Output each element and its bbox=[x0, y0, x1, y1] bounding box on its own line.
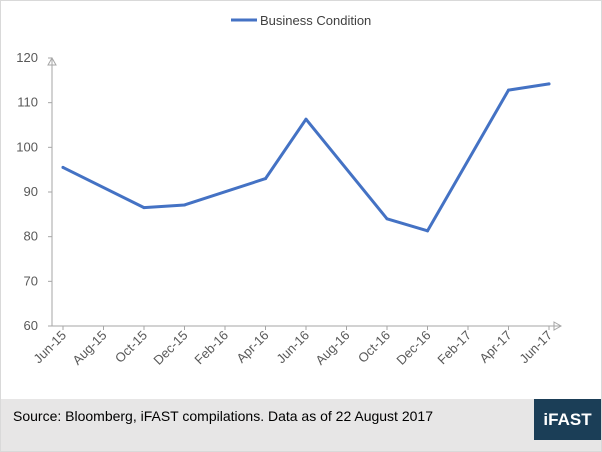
data-point bbox=[507, 88, 510, 92]
source-note: Source: Bloomberg, iFAST compilations. D… bbox=[13, 408, 433, 424]
y-tick-label: 100 bbox=[16, 139, 38, 154]
x-tick-label: Aug-15 bbox=[69, 328, 109, 368]
data-point bbox=[426, 229, 429, 233]
x-tick-label: Dec-16 bbox=[393, 328, 433, 368]
data-point bbox=[304, 117, 308, 121]
data-point bbox=[61, 165, 65, 169]
x-tick-label: Jun-17 bbox=[516, 328, 555, 367]
x-tick-label: Jun-15 bbox=[30, 328, 69, 367]
x-axis-arrow bbox=[553, 321, 563, 331]
y-tick-label: 60 bbox=[24, 318, 38, 333]
x-tick-label: Oct-16 bbox=[355, 328, 393, 366]
x-tick-label: Apr-17 bbox=[476, 328, 514, 366]
series-line bbox=[61, 82, 551, 233]
y-tick-label: 110 bbox=[17, 95, 38, 110]
data-point bbox=[264, 177, 267, 181]
y-tick-label: 90 bbox=[24, 184, 38, 199]
line-chart: Business Condition 60 70 80 90 100 110 120 Jun… bbox=[16, 13, 563, 368]
source-footer: Source: Bloomberg, iFAST compilations. D… bbox=[1, 399, 601, 451]
chart-legend: Business Condition bbox=[231, 13, 371, 28]
x-tick-label: Oct-15 bbox=[112, 328, 150, 366]
y-tick-label: 120 bbox=[16, 50, 38, 65]
data-point bbox=[142, 206, 146, 210]
x-tick-label: Feb-17 bbox=[434, 328, 474, 368]
logo-text: iFAST bbox=[543, 409, 592, 429]
x-tick-label: Dec-15 bbox=[150, 328, 190, 368]
data-point bbox=[183, 203, 186, 207]
x-tick-label: Feb-16 bbox=[191, 328, 231, 368]
legend-label: Business Condition bbox=[260, 13, 371, 28]
x-tick-label: Aug-16 bbox=[312, 328, 352, 368]
y-tick-label: 70 bbox=[24, 273, 38, 288]
x-axis-ticks: Jun-15 Aug-15 Oct-15 Dec-15 Feb-16 Apr-16 Jun-… bbox=[30, 326, 555, 368]
y-tick-label: 80 bbox=[24, 229, 38, 244]
chart-axes bbox=[47, 56, 563, 331]
x-tick-label: Jun-16 bbox=[273, 328, 312, 367]
data-point bbox=[547, 82, 551, 86]
y-axis-ticks: 60 70 80 90 100 110 120 bbox=[16, 50, 52, 333]
y-axis-arrow bbox=[47, 56, 57, 66]
data-point bbox=[385, 217, 389, 221]
x-tick-label: Apr-16 bbox=[233, 328, 271, 366]
ifast-logo: iFAST bbox=[534, 399, 601, 440]
series-layer bbox=[61, 82, 551, 233]
